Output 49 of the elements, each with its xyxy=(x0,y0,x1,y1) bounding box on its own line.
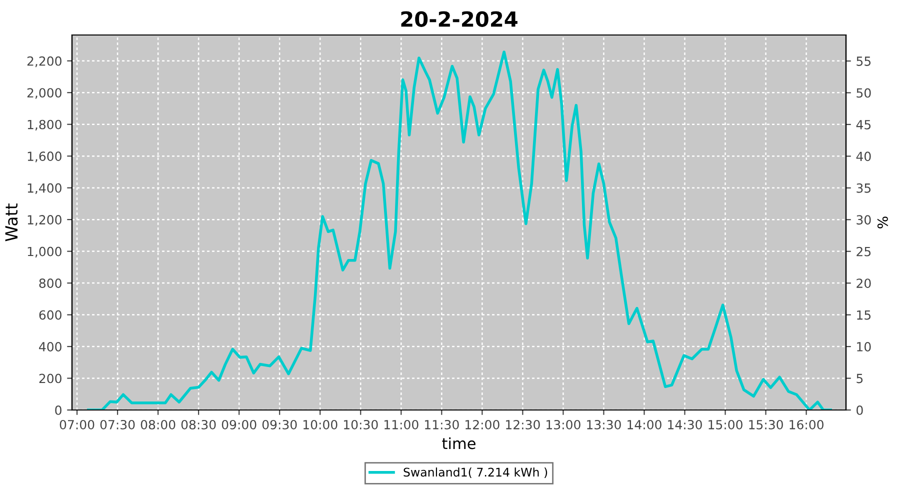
chart-title: 20-2-2024 xyxy=(401,11,518,27)
legend-label: Swanland1( 7.214 kWh ) xyxy=(404,468,548,478)
y2-axis-title: % xyxy=(877,216,888,228)
y-tick-label: 2,200 xyxy=(27,56,62,68)
x-tick-label: 10:00 xyxy=(303,420,338,430)
y2-tick-label: 20 xyxy=(856,278,871,288)
line-series xyxy=(86,50,832,410)
y2-tick-label: 10 xyxy=(857,342,871,352)
y2-tick-label: 55 xyxy=(856,56,871,66)
y-tick-label: 800 xyxy=(39,278,62,288)
y2-tick-label: 50 xyxy=(856,88,871,98)
y-tick-label: 0 xyxy=(55,405,62,415)
x-tick-label: 09:00 xyxy=(222,420,256,430)
x-tick-label: 07:30 xyxy=(100,420,135,430)
x-tick-label: 14:00 xyxy=(628,420,662,430)
x-tick-label: 16:00 xyxy=(790,420,824,430)
y2-tick-label: 5 xyxy=(856,374,863,384)
x-tick-label: 13:30 xyxy=(587,420,621,430)
x-tick-label: 15:30 xyxy=(749,420,783,430)
x-tick-label: 07:00 xyxy=(60,420,94,430)
y-tick-label: 1,400 xyxy=(28,183,62,194)
x-tick-label: 09:30 xyxy=(262,420,297,430)
y2-tick-label: 25 xyxy=(856,246,871,256)
y2-tick-label: 35 xyxy=(856,183,871,193)
y-tick-label: 1,000 xyxy=(28,246,62,258)
y2-tick-label: 30 xyxy=(856,215,871,225)
x-tick-label: 11:30 xyxy=(425,420,459,430)
y2-tick-label: 0 xyxy=(856,405,863,415)
y2-tick-label: 40 xyxy=(856,152,871,162)
x-axis-title: time xyxy=(442,437,476,450)
y-tick-label: 600 xyxy=(39,310,62,320)
x-tick-label: 12:00 xyxy=(466,420,500,430)
y-tick-label: 1,200 xyxy=(28,215,62,226)
x-tick-label: 10:30 xyxy=(344,420,378,430)
y-tick-label: 400 xyxy=(39,342,62,352)
x-tick-label: 13:00 xyxy=(546,420,580,430)
x-tick-label: 08:30 xyxy=(181,420,216,430)
y-tick-label: 1,800 xyxy=(28,120,62,131)
x-tick-label: 08:00 xyxy=(140,420,176,430)
y-tick-label: 200 xyxy=(39,374,62,384)
y-tick-label: 1,600 xyxy=(28,152,62,162)
x-tick-label: 15:00 xyxy=(708,420,742,430)
x-tick-label: 14:30 xyxy=(668,420,702,430)
y-axis-title: Watt xyxy=(5,204,18,242)
y2-tick-label: 15 xyxy=(857,310,871,320)
x-tick-label: 11:00 xyxy=(384,420,418,430)
y2-tick-label: 45 xyxy=(856,120,871,130)
y-tick-label: 2,000 xyxy=(27,88,62,99)
x-tick-label: 12:30 xyxy=(506,420,540,430)
